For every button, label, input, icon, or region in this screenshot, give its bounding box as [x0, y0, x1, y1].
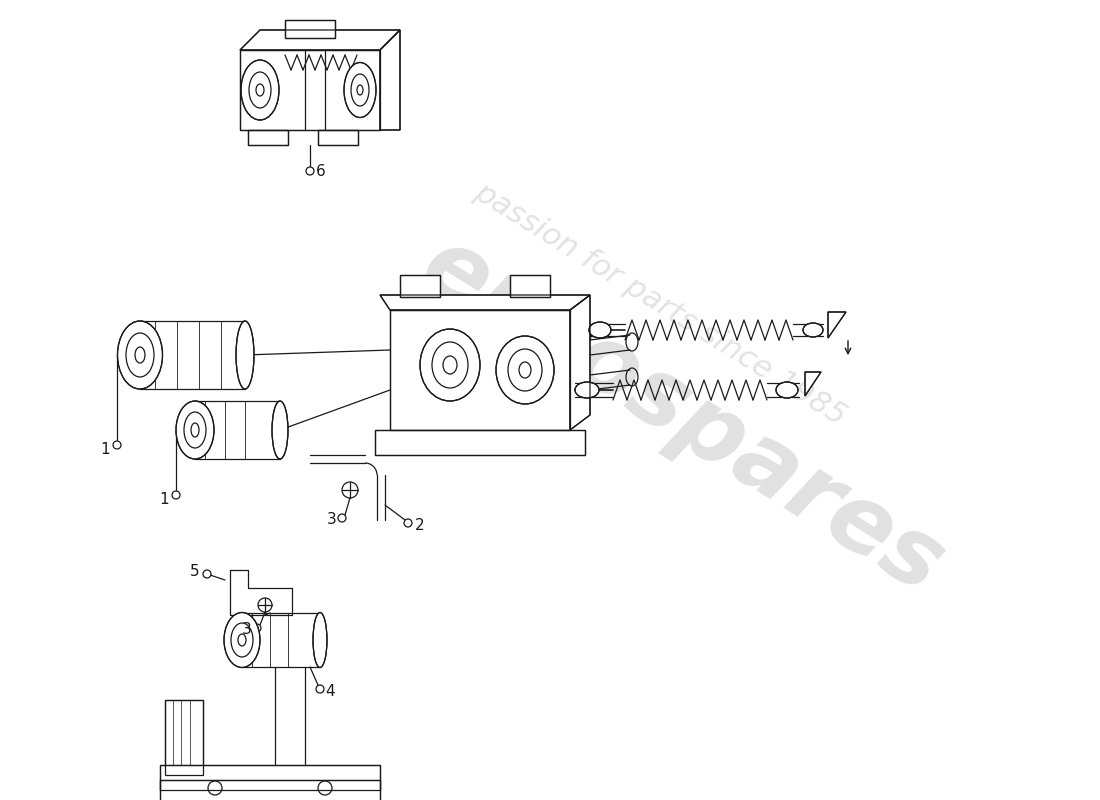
Ellipse shape — [306, 167, 313, 175]
Ellipse shape — [316, 685, 324, 693]
Ellipse shape — [338, 514, 346, 522]
Ellipse shape — [224, 613, 260, 667]
Ellipse shape — [496, 336, 554, 404]
Text: 1: 1 — [160, 493, 168, 507]
Ellipse shape — [172, 491, 180, 499]
Ellipse shape — [118, 321, 163, 389]
Text: 6: 6 — [316, 165, 326, 179]
Text: 2: 2 — [415, 518, 425, 533]
Ellipse shape — [420, 329, 480, 401]
Bar — [400, 275, 440, 297]
Bar — [318, 130, 358, 145]
Bar — [285, 20, 336, 38]
Bar — [400, 275, 440, 297]
Ellipse shape — [253, 624, 261, 632]
Bar — [318, 130, 358, 145]
Ellipse shape — [176, 401, 214, 459]
Polygon shape — [165, 700, 204, 775]
Polygon shape — [379, 295, 590, 310]
Polygon shape — [375, 430, 585, 455]
Text: 1: 1 — [100, 442, 110, 458]
Bar — [248, 130, 288, 145]
Polygon shape — [240, 50, 380, 130]
Ellipse shape — [272, 401, 288, 459]
Polygon shape — [828, 312, 846, 338]
Polygon shape — [240, 30, 400, 50]
Polygon shape — [805, 372, 821, 396]
Text: 3: 3 — [327, 513, 337, 527]
Ellipse shape — [575, 382, 600, 398]
Text: passion for parts since 1985: passion for parts since 1985 — [469, 177, 851, 431]
Text: 5: 5 — [190, 565, 200, 579]
Text: eurospares: eurospares — [405, 218, 959, 614]
Ellipse shape — [404, 519, 412, 527]
Polygon shape — [160, 780, 380, 800]
Ellipse shape — [241, 60, 279, 120]
Ellipse shape — [344, 62, 376, 118]
Polygon shape — [379, 30, 400, 130]
Text: 3: 3 — [242, 622, 252, 638]
Polygon shape — [390, 310, 570, 430]
Bar — [248, 130, 288, 145]
Ellipse shape — [776, 382, 798, 398]
Text: 4: 4 — [326, 685, 334, 699]
Bar — [285, 20, 336, 38]
Ellipse shape — [113, 441, 121, 449]
Bar — [510, 275, 550, 297]
Ellipse shape — [314, 613, 327, 667]
Ellipse shape — [236, 321, 254, 389]
Ellipse shape — [803, 323, 823, 337]
Bar — [510, 275, 550, 297]
Ellipse shape — [204, 570, 211, 578]
Ellipse shape — [588, 322, 610, 338]
Polygon shape — [160, 765, 380, 790]
Polygon shape — [570, 295, 590, 430]
